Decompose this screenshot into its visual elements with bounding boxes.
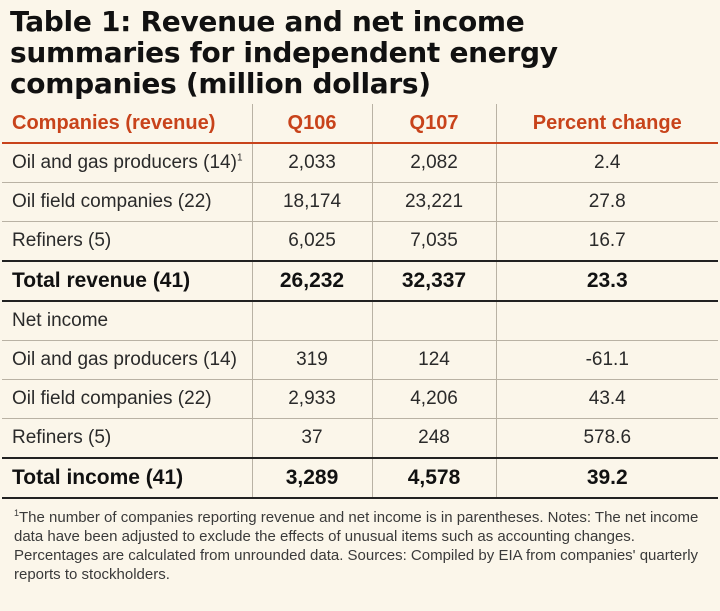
cell-q106: 18,174 [251,182,372,222]
row-label-text: Refiners (5) [12,427,112,448]
row-label: Refiners (5) [2,418,252,459]
header-companies: Companies (revenue) [2,104,252,144]
row-label: Oil and gas producers (14)1 [2,143,252,183]
row-label-text: Net income [12,310,109,331]
cell-percent-change-text: 43.4 [588,388,626,409]
cell-q106-text: 6,025 [288,230,336,251]
title-line-3: companies (million dollars) [10,67,431,100]
cell-q106-text: 2,933 [288,388,336,409]
cell-q106-text: 3,289 [285,466,339,489]
table-row: Refiners (5) 6,025 7,035 16.7 [2,221,718,262]
cell-q107-text: 124 [418,349,450,370]
cell-q107 [371,301,496,341]
cell-q106: 2,933 [251,379,372,419]
table-row: Total income (41) 3,289 4,578 39.2 [2,457,718,499]
cell-q106-text: 319 [296,349,328,370]
cell-q107-text: 248 [418,427,450,448]
cell-percent-change: 23.3 [495,260,718,302]
cell-q106: 3,289 [251,457,372,499]
cell-q106: 37 [251,418,372,459]
row-label: Oil field companies (22) [2,379,252,419]
row-label: Oil and gas producers (14) [2,340,252,380]
row-label-text: Oil field companies (22) [12,388,212,409]
cell-percent-change: 27.8 [495,182,718,222]
cell-percent-change: 39.2 [495,457,718,499]
header-percent-change: Percent change [495,104,718,144]
cell-percent-change: -61.1 [495,340,718,380]
cell-q107-text: 2,082 [410,152,458,173]
table-title: Table 1: Revenue and net income summarie… [10,6,710,99]
cell-q107: 4,578 [371,457,496,499]
row-label: Refiners (5) [2,221,252,262]
data-table: Companies (revenue) Q106 Q107 Percent ch… [2,104,718,499]
table-row: Net income [2,301,718,341]
cell-percent-change-text: 578.6 [583,427,632,448]
cell-q107-text: 4,206 [410,388,458,409]
table-row: Refiners (5) 37 248 578.6 [2,418,718,459]
table-row: Oil field companies (22) 18,174 23,221 27.8 [2,182,718,222]
cell-q106: 6,025 [251,221,372,262]
row-label-text: Oil and gas producers (14) [12,349,237,370]
cell-percent-change-text: 39.2 [586,466,628,489]
row-label: Total income (41) [2,457,252,499]
title-line-1: Table 1: Revenue and net income [10,5,525,38]
row-label-text: Oil field companies (22) [12,191,212,212]
header-q107: Q107 [371,104,496,144]
cell-q106 [251,301,372,341]
cell-percent-change-text: 2.4 [594,152,621,173]
cell-q106-text: 26,232 [279,269,345,292]
row-label-text: Total revenue (41) [12,269,191,292]
cell-q107-text: 23,221 [404,191,464,212]
footnote-ref: 1 [236,152,243,164]
cell-q106: 319 [251,340,372,380]
cell-q107: 7,035 [371,221,496,262]
header-q106: Q106 [251,104,372,144]
cell-percent-change: 2.4 [495,143,718,183]
row-label: Oil field companies (22) [2,182,252,222]
cell-percent-change: 43.4 [495,379,718,419]
title-line-2: summaries for independent energy [10,36,558,69]
cell-q107: 32,337 [371,260,496,302]
cell-q107: 23,221 [371,182,496,222]
row-label: Total revenue (41) [2,260,252,302]
table-row: Total revenue (41) 26,232 32,337 23.3 [2,260,718,302]
cell-q107-text: 32,337 [401,269,467,292]
cell-percent-change-text: 16.7 [588,230,626,251]
table-row: Oil and gas producers (14)1 2,033 2,082 2.4 [2,143,718,183]
cell-q107: 248 [371,418,496,459]
footnote-text: The number of companies reporting revenu… [14,509,699,583]
row-label: Net income [2,301,252,341]
cell-q107-text: 4,578 [407,466,461,489]
table-row: Oil and gas producers (14) 319 124 -61.1 [2,340,718,380]
cell-q107-text: 7,035 [410,230,458,251]
cell-percent-change: 578.6 [495,418,718,459]
cell-percent-change [495,301,718,341]
cell-percent-change-text: -61.1 [585,349,629,370]
cell-q106-text: 2,033 [288,152,336,173]
row-label-text: Total income (41) [12,466,184,489]
row-label-text: Refiners (5) [12,230,112,251]
cell-q106-text: 18,174 [282,191,342,212]
table-row: Oil field companies (22) 2,933 4,206 43.4 [2,379,718,419]
cell-percent-change-text: 23.3 [586,269,628,292]
cell-q106: 26,232 [251,260,372,302]
cell-q106-text: 37 [301,427,323,448]
cell-q107: 124 [371,340,496,380]
cell-percent-change: 16.7 [495,221,718,262]
header-row: Companies (revenue) Q106 Q107 Percent ch… [2,104,718,144]
cell-q107: 2,082 [371,143,496,183]
cell-q107: 4,206 [371,379,496,419]
cell-q106: 2,033 [251,143,372,183]
cell-percent-change-text: 27.8 [588,191,626,212]
footnote-mark: 1 [14,508,20,518]
row-label-text: Oil and gas producers (14) [12,152,237,173]
footnote: 1The number of companies reporting reven… [14,508,710,584]
